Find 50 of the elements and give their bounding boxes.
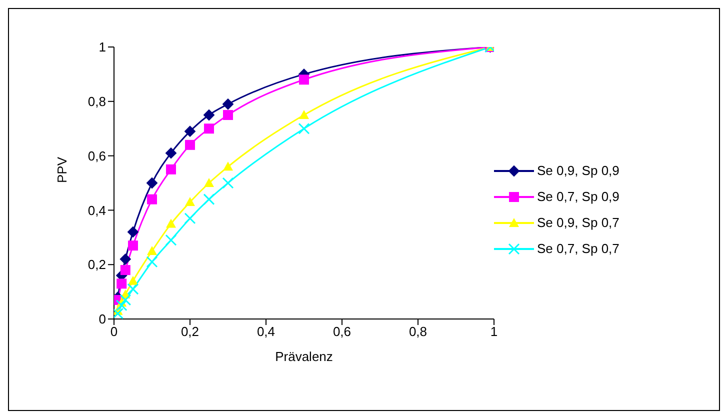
x-tick-label: 0,6 [332,324,352,340]
point [299,110,309,119]
y-tick-label: 0,6 [88,148,106,164]
x-tick-label: 0,2 [180,324,200,340]
y-tick-label: 0 [98,312,106,327]
point [184,212,196,224]
point [128,226,138,238]
point [166,218,176,228]
y-tick-label: 0,8 [88,94,106,110]
point [146,178,158,188]
point [299,74,309,85]
y-tick-label: 1 [98,40,106,55]
point [165,234,177,246]
y-axis-title: PPV [54,156,70,183]
point [146,256,158,268]
x-axis-title: Prävalenz [275,349,333,364]
x-tick-label: 1 [490,324,498,340]
point [128,240,138,251]
legend-label: Se 0,9, Sp 0,9 [537,163,620,178]
point [204,110,214,120]
point [116,278,127,289]
point [120,294,132,306]
point [127,283,139,295]
point [222,177,234,189]
point [166,164,176,174]
legend-label: Se 0,9, Sp 0,7 [537,215,620,230]
point [147,194,157,204]
x-tick-label: 0,8 [408,324,428,340]
point [147,246,157,255]
point [222,98,234,110]
point [185,197,195,206]
point [185,140,195,150]
point [128,276,138,285]
legend-label: Se 0,7, Sp 0,9 [537,189,620,204]
y-tick-label: 0,4 [88,202,106,218]
point [223,162,233,171]
point [120,254,131,265]
point [120,265,130,276]
point [204,178,214,187]
y-tick-label: 0,2 [88,257,106,272]
point [204,124,214,134]
point [184,126,196,137]
point [298,122,310,134]
point [166,148,176,159]
legend-label: Se 0,7, Sp 0,7 [537,241,620,256]
point [203,194,215,206]
point [223,110,233,120]
point [116,300,128,312]
x-tick-label: 0 [110,324,118,340]
x-tick-label: 0,4 [256,324,276,340]
